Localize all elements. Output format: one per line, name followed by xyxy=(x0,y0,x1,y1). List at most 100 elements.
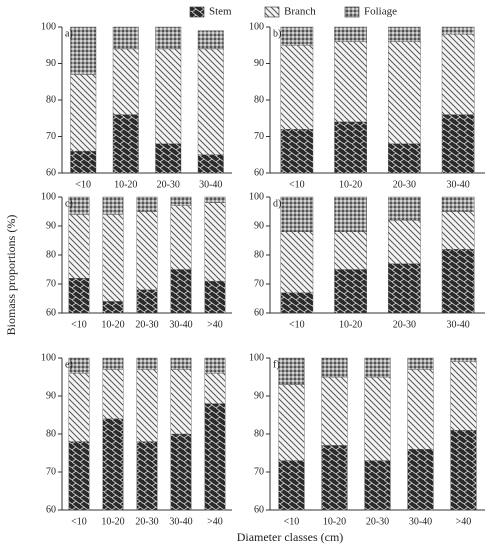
y-tick-label: 100 xyxy=(249,352,264,363)
y-tick-label: 90 xyxy=(254,220,264,231)
y-tick-label: 90 xyxy=(46,390,56,401)
bar-segment xyxy=(170,196,192,206)
y-tick-label: 70 xyxy=(254,131,264,142)
legend-label: Branch xyxy=(284,6,316,18)
bar-segment xyxy=(102,418,124,511)
bar-segment xyxy=(136,441,158,511)
panel-label: e) xyxy=(65,359,73,370)
panel-label: c) xyxy=(65,198,73,209)
bar-segment xyxy=(170,357,192,370)
x-tick-label: 30-40 xyxy=(409,516,432,527)
bar-segment xyxy=(102,214,124,302)
x-tick-label: 20-30 xyxy=(393,319,416,330)
bar-segment xyxy=(388,219,421,264)
x-tick-label: <10 xyxy=(284,516,300,527)
x-tick-label: 10-20 xyxy=(114,179,137,190)
bar-segment xyxy=(280,196,314,232)
bar-segment xyxy=(441,26,475,35)
panel-label: b) xyxy=(273,28,281,39)
bar-segment xyxy=(204,280,226,314)
x-tick-label: 10-20 xyxy=(339,319,362,330)
bar-segment xyxy=(102,369,124,419)
legend-swatch xyxy=(344,6,360,18)
bar-segment xyxy=(441,211,475,250)
y-tick-label: 60 xyxy=(254,307,264,318)
bar-segment xyxy=(278,384,305,461)
bar-segment xyxy=(334,41,367,123)
bar-segment xyxy=(204,357,226,374)
bar-segment xyxy=(364,357,391,378)
bar-segment xyxy=(280,26,314,46)
x-tick-label: 20-30 xyxy=(393,179,416,190)
y-tick-label: 90 xyxy=(254,58,264,69)
x-tick-label: 20-30 xyxy=(366,516,389,527)
x-tick-label: 30-40 xyxy=(446,179,469,190)
y-tick-label: 90 xyxy=(46,220,56,231)
bar-segment xyxy=(334,196,367,232)
x-tick-label: >40 xyxy=(207,516,223,527)
bar-segment xyxy=(334,269,367,314)
bar-segment xyxy=(321,376,348,446)
y-tick-label: 100 xyxy=(41,21,56,32)
x-tick-label: 10-20 xyxy=(101,319,124,330)
bar-segment xyxy=(170,205,192,270)
bar-segment xyxy=(278,460,305,511)
bar-segment xyxy=(388,143,421,174)
x-tick-label: 30-40 xyxy=(169,319,192,330)
bar-segment xyxy=(68,196,90,215)
x-tick-label: <10 xyxy=(75,179,91,190)
y-tick-label: 100 xyxy=(249,21,264,32)
bar-segment xyxy=(450,357,477,362)
x-tick-label: 20-30 xyxy=(135,516,158,527)
bar-segment xyxy=(136,369,158,442)
bar-segment xyxy=(280,231,314,293)
bar-segment xyxy=(197,154,224,174)
legend-swatch xyxy=(264,6,280,18)
bar-segment xyxy=(321,357,348,378)
bar-segment xyxy=(364,460,391,511)
bar-segment xyxy=(280,128,314,174)
bar-segment xyxy=(388,41,421,144)
x-tick-label: <10 xyxy=(289,319,305,330)
bar-segment xyxy=(68,441,90,511)
bar-segment xyxy=(450,361,477,431)
bar-segment xyxy=(102,357,124,370)
bar-segment xyxy=(136,211,158,291)
y-tick-label: 100 xyxy=(249,191,264,202)
y-tick-label: 80 xyxy=(254,428,264,439)
bar-segment xyxy=(204,403,226,511)
x-tick-label: 10-20 xyxy=(101,516,124,527)
x-tick-label: >40 xyxy=(456,516,472,527)
y-tick-label: 80 xyxy=(254,249,264,260)
bar-segment xyxy=(280,292,314,314)
bar-segment xyxy=(441,248,475,314)
y-tick-label: 80 xyxy=(46,94,56,105)
panel-label: d) xyxy=(273,198,281,209)
bar-segment xyxy=(155,143,182,174)
bar-segment xyxy=(70,150,97,174)
x-tick-label: <10 xyxy=(289,179,305,190)
x-tick-label: 30-40 xyxy=(446,319,469,330)
y-tick-label: 60 xyxy=(46,307,56,318)
y-tick-label: 70 xyxy=(254,278,264,289)
bar-segment xyxy=(136,196,158,212)
bar-segment xyxy=(388,196,421,221)
bar-segment xyxy=(204,373,226,404)
bar-segment xyxy=(280,45,314,130)
bar-segment xyxy=(321,445,348,511)
bar-segment xyxy=(388,263,421,314)
y-tick-label: 60 xyxy=(46,167,56,178)
bar-segment xyxy=(334,231,367,270)
bar-segment xyxy=(204,202,226,282)
bar-segment xyxy=(102,196,124,215)
bar-segment xyxy=(68,357,90,374)
bar-segment xyxy=(136,357,158,370)
bar-segment xyxy=(68,278,90,314)
bar-segment xyxy=(450,430,477,511)
x-axis-title: Diameter classes (cm) xyxy=(237,530,344,544)
bar-segment xyxy=(334,26,367,42)
bar-segment xyxy=(112,114,139,174)
x-tick-label: 30-40 xyxy=(169,516,192,527)
bar-segment xyxy=(441,34,475,115)
y-tick-label: 100 xyxy=(41,191,56,202)
